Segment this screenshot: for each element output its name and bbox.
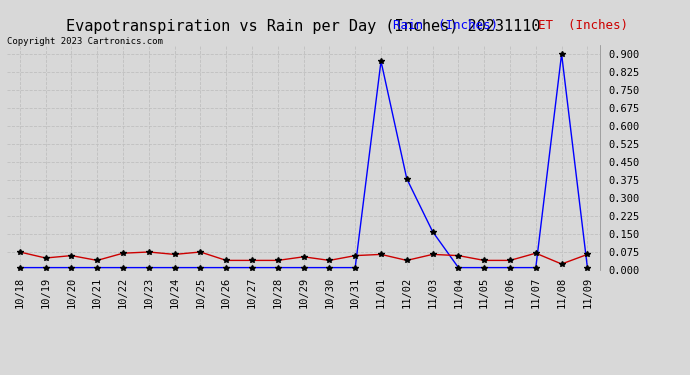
Text: Evapotranspiration vs Rain per Day (Inches) 20231110: Evapotranspiration vs Rain per Day (Inch…	[66, 19, 541, 34]
Text: ET  (Inches): ET (Inches)	[538, 19, 628, 32]
Text: Rain  (Inches): Rain (Inches)	[393, 19, 498, 32]
Text: Copyright 2023 Cartronics.com: Copyright 2023 Cartronics.com	[7, 38, 163, 46]
